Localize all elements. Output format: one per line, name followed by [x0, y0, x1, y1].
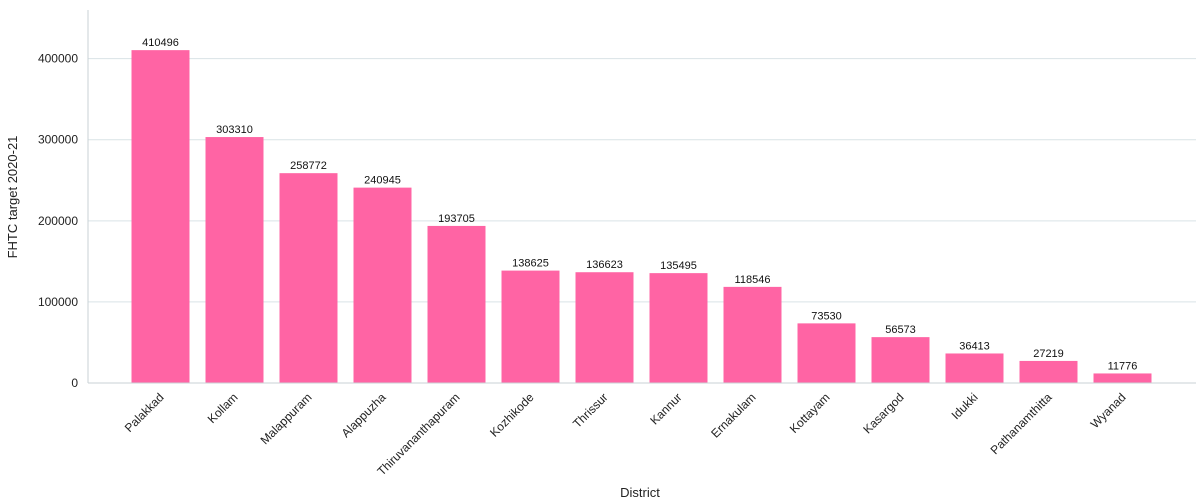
x-tick-label: Kannur — [647, 390, 684, 427]
bar-value-label: 136623 — [586, 259, 623, 271]
bar-value-label: 36413 — [959, 340, 990, 352]
bar — [501, 270, 560, 383]
bar — [1093, 373, 1152, 383]
y-tick-label: 300000 — [38, 133, 78, 147]
x-axis-ticks: Palakkad Kollam Malappuram AlappuzhaThiruva… — [122, 390, 1129, 478]
y-tick-label: 200000 — [38, 214, 78, 228]
y-tick-label: 0 — [71, 376, 78, 390]
bar-value-label: 410496 — [142, 37, 179, 49]
bar-value-label: 258772 — [290, 160, 327, 172]
gridlines — [88, 58, 1196, 303]
x-tick-label: Malappuram — [258, 390, 315, 447]
bar-value-label: 118546 — [735, 274, 771, 286]
bar — [871, 337, 930, 383]
x-tick-label: Alappuzha — [339, 390, 389, 440]
bar — [279, 173, 338, 383]
x-tick-label: Pathanamthitta — [988, 390, 1055, 457]
x-tick-label: Thiruvananthapuram — [374, 390, 462, 478]
bar — [1019, 360, 1078, 383]
bar-value-label: 56573 — [885, 324, 916, 336]
bar-value-label: 73530 — [811, 310, 842, 322]
bar-value-label: 138625 — [512, 258, 549, 270]
x-tick-label: Kottayam — [787, 390, 833, 436]
x-tick-label: Kasargod — [860, 390, 906, 436]
y-axis-ticks: 0 100000 200000 300000 400000 — [38, 52, 78, 390]
bar-value-label: 11776 — [1108, 360, 1138, 372]
bar-value-label: 135495 — [660, 260, 697, 272]
bar — [131, 50, 190, 383]
x-tick-label: Ernakulam — [708, 390, 758, 440]
bar — [649, 273, 708, 383]
x-tick-label: Idukki — [949, 390, 981, 422]
bar-value-labels: 410496 303310 258772 240945 193705 138625 1366… — [142, 37, 1137, 372]
y-tick-label: 400000 — [38, 52, 78, 66]
bar-value-label: 303310 — [216, 124, 253, 136]
bar — [723, 286, 782, 383]
x-tick-label: Thrissur — [570, 390, 611, 431]
bar — [427, 225, 486, 383]
bar-value-label: 193705 — [438, 213, 475, 225]
bar — [945, 353, 1004, 383]
x-tick-label: Kollam — [205, 390, 241, 426]
x-tick-label: Palakkad — [122, 390, 167, 435]
x-axis-title: District — [620, 485, 660, 500]
bar-value-label: 240945 — [364, 175, 401, 187]
y-axis-title: FHTC target 2020-21 — [5, 136, 20, 259]
bar-value-label: 27219 — [1033, 348, 1064, 360]
bar — [205, 137, 264, 383]
bar — [353, 187, 412, 383]
y-tick-label: 100000 — [38, 295, 78, 309]
bar — [797, 323, 856, 383]
x-tick-label: Wyanad — [1088, 390, 1129, 431]
x-tick-label: Kozhikode — [487, 390, 537, 440]
bars — [131, 50, 1152, 383]
bar — [575, 272, 634, 383]
